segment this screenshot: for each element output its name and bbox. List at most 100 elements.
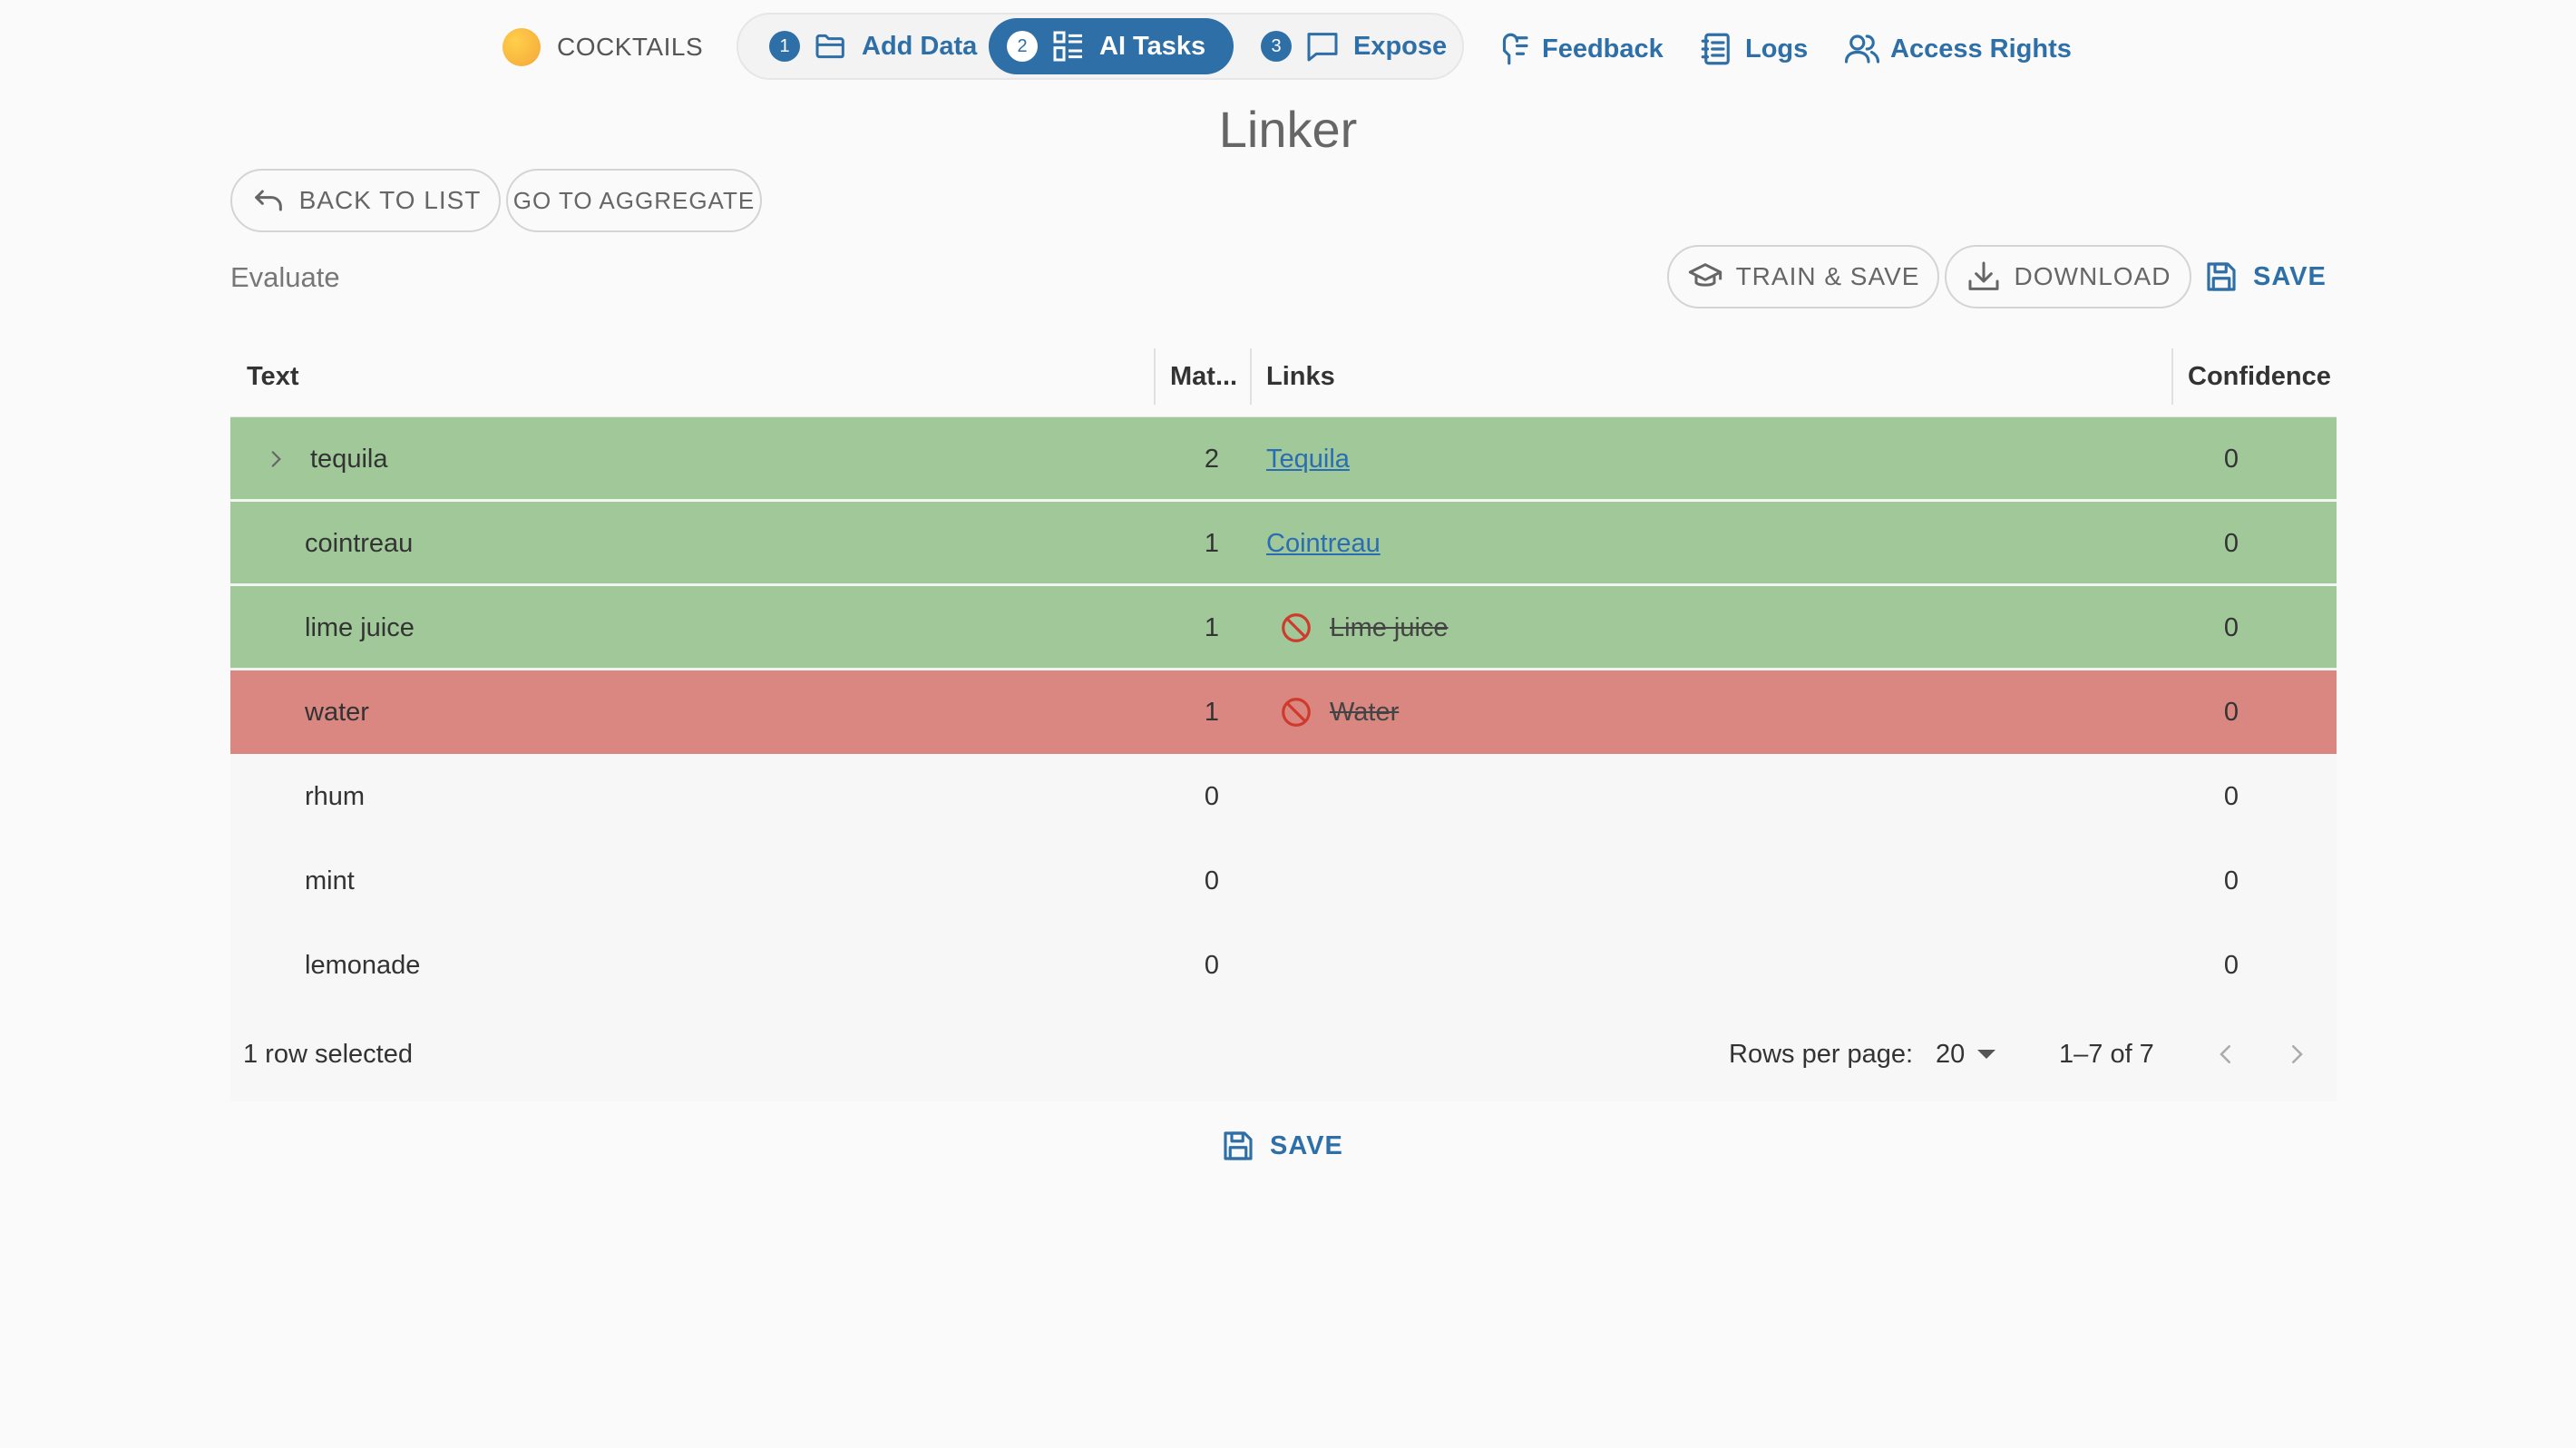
chat-icon <box>1307 33 1338 62</box>
step-number: 1 <box>769 31 800 62</box>
table-row[interactable]: mint 0 0 <box>230 839 2337 923</box>
table-row[interactable]: tequila 2 Tequila 0 <box>230 417 2337 501</box>
feedback-link[interactable]: Feedback <box>1495 29 1664 69</box>
logs-label: Logs <box>1745 34 1809 64</box>
back-to-list-button[interactable]: BACK TO LIST <box>230 169 501 232</box>
row-text: rhum <box>305 781 366 811</box>
row-confidence: 0 <box>2223 528 2239 558</box>
column-separator[interactable] <box>2171 348 2173 405</box>
project-name: COCKTAILS <box>557 33 704 61</box>
chevron-left-icon <box>2220 1045 2230 1063</box>
go-to-aggregate-button[interactable]: GO TO AGGREGATE <box>506 169 762 232</box>
row-text: water <box>305 697 369 727</box>
rows-per-page-select[interactable]: 20 <box>1936 1034 1996 1074</box>
save-label: SAVE <box>1270 1130 1343 1160</box>
table-row[interactable]: lemonade 0 0 <box>230 924 2337 1007</box>
step-label: Expose <box>1353 31 1448 61</box>
save-button-top[interactable]: SAVE <box>2202 245 2327 308</box>
rejected-link: Water <box>1330 697 1400 727</box>
save-button-bottom[interactable]: SAVE <box>1219 1114 1343 1178</box>
train-and-save-button[interactable]: TRAIN & SAVE <box>1667 245 1939 308</box>
access-rights-link[interactable]: Access Rights <box>1843 29 2072 69</box>
go-to-aggregate-label: GO TO AGGREGATE <box>512 186 756 214</box>
row-confidence: 0 <box>2223 697 2239 727</box>
download-button[interactable]: DOWNLOAD <box>1945 245 2191 308</box>
row-matches: 0 <box>1204 866 1219 895</box>
linker-table: Text Mat... Links Confidence tequila 2 T… <box>230 336 2337 1101</box>
row-matches: 0 <box>1204 950 1219 980</box>
row-matches: 0 <box>1204 781 1219 811</box>
folder-icon <box>815 34 844 59</box>
selected-count: 1 row selected <box>243 1040 413 1069</box>
column-header-links[interactable]: Links <box>1266 361 1335 391</box>
train-and-save-label: TRAIN & SAVE <box>1735 262 1920 290</box>
feedback-label: Feedback <box>1542 34 1664 64</box>
step-label: Add Data <box>862 31 978 61</box>
row-links: Lime juice <box>1266 586 1449 670</box>
row-matches: 1 <box>1204 697 1219 727</box>
row-text: lime juice <box>305 612 415 642</box>
table-row[interactable]: water 1 Water 0 <box>230 670 2337 754</box>
row-confidence: 0 <box>2223 612 2239 642</box>
pagination-range: 1–7 of 7 <box>2059 1040 2154 1069</box>
step-number: 2 <box>1007 31 1038 62</box>
column-separator[interactable] <box>1154 348 1156 405</box>
entity-link[interactable]: Cointreau <box>1266 528 1381 558</box>
caret-down-icon <box>1977 1050 1996 1059</box>
workflow-steps: 1 Add Data 2 AI Tasks 3 Expose <box>737 13 1464 80</box>
row-text: cointreau <box>305 528 414 558</box>
expand-row-button[interactable] <box>258 417 294 501</box>
row-text: lemonade <box>305 950 421 980</box>
project-dot-icon <box>503 28 541 66</box>
row-matches: 2 <box>1204 444 1219 474</box>
project-selector[interactable]: COCKTAILS <box>503 27 703 67</box>
entity-link[interactable]: Tequila <box>1266 444 1350 474</box>
rejected-link: Lime juice <box>1330 612 1449 642</box>
step-add-data[interactable]: 1 Add Data <box>751 18 995 74</box>
no-entry-icon[interactable] <box>1279 695 1313 729</box>
step-label: AI Tasks <box>1099 31 1206 61</box>
row-links: Cointreau <box>1266 502 1381 585</box>
no-entry-icon[interactable] <box>1279 611 1313 645</box>
column-header-confidence[interactable]: Confidence <box>2188 361 2331 391</box>
graduation-cap-icon <box>1688 263 1722 287</box>
rows-per-page-value: 20 <box>1936 1039 1966 1069</box>
step-ai-tasks[interactable]: 2 AI Tasks <box>989 18 1234 74</box>
row-confidence: 0 <box>2223 866 2239 895</box>
row-confidence: 0 <box>2223 444 2239 474</box>
save-icon <box>2207 262 2236 291</box>
row-links: Water <box>1266 670 1399 754</box>
step-expose[interactable]: 3 Expose <box>1243 18 1465 74</box>
step-number: 3 <box>1261 31 1292 62</box>
top-navigation: COCKTAILS 1 Add Data 2 AI Tasks 3 Expose… <box>0 13 2576 80</box>
tasks-icon <box>1053 31 1082 62</box>
download-icon <box>1968 261 1999 290</box>
row-text: tequila <box>310 444 388 474</box>
chevron-right-icon <box>2292 1045 2303 1063</box>
column-separator[interactable] <box>1250 348 1252 405</box>
row-matches: 1 <box>1204 528 1219 558</box>
row-confidence: 0 <box>2223 781 2239 811</box>
table-row[interactable]: lime juice 1 Lime juice 0 <box>230 586 2337 670</box>
save-icon <box>1224 1131 1253 1160</box>
access-rights-label: Access Rights <box>1890 34 2072 64</box>
section-label: Evaluate <box>230 261 340 293</box>
logs-icon <box>1701 33 1730 65</box>
row-confidence: 0 <box>2223 950 2239 980</box>
table-header: Text Mat... Links Confidence <box>230 336 2337 417</box>
column-header-matches[interactable]: Mat... <box>1170 361 1238 391</box>
table-row[interactable]: rhum 0 0 <box>230 755 2337 838</box>
next-page-button[interactable] <box>2275 1032 2318 1076</box>
logs-link[interactable]: Logs <box>1698 29 1808 69</box>
users-icon <box>1844 34 1880 64</box>
save-label: SAVE <box>2253 261 2327 291</box>
undo-icon <box>254 190 282 211</box>
row-links: Tequila <box>1266 417 1350 501</box>
table-row[interactable]: cointreau 1 Cointreau 0 <box>230 502 2337 585</box>
previous-page-button[interactable] <box>2204 1032 2248 1076</box>
column-header-text[interactable]: Text <box>247 361 299 391</box>
table-footer: 1 row selected Rows per page: 20 1–7 of … <box>230 1011 2337 1101</box>
chevron-right-icon <box>271 451 281 467</box>
row-text: mint <box>305 866 355 895</box>
